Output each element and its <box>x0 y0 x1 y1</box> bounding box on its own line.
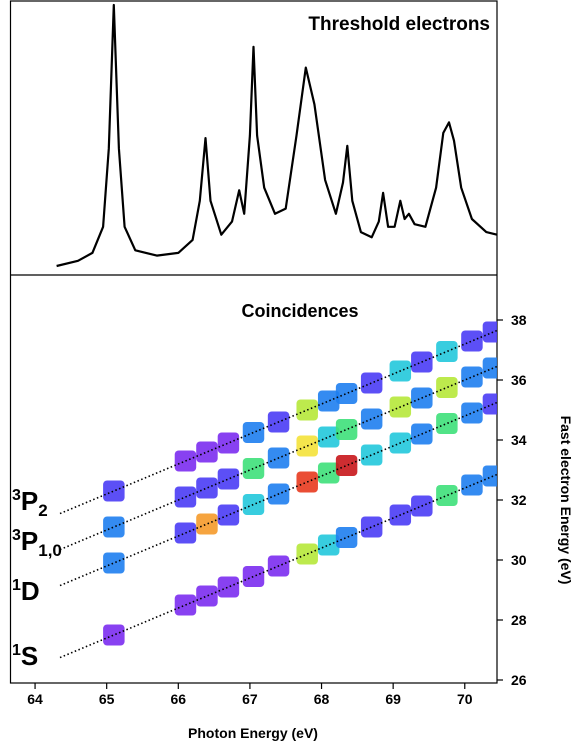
label-sup: 1 <box>12 642 21 659</box>
x-tick-label: 68 <box>314 691 330 707</box>
label-base: S <box>21 641 38 671</box>
x-axis-title: Photon Energy (eV) <box>188 725 318 741</box>
x-tick-label: 65 <box>99 691 115 707</box>
coincidence-cell <box>217 468 240 490</box>
y-tick-label: 26 <box>511 672 527 688</box>
top-title: Threshold electrons <box>308 14 490 35</box>
coincidence-cell <box>360 408 383 430</box>
coincidence-cell <box>103 624 125 646</box>
coincidence-cell <box>482 357 497 379</box>
coincidence-cell <box>482 393 497 415</box>
coincidence-cell <box>242 494 265 515</box>
coincidence-cell <box>196 477 218 499</box>
coincidence-cell <box>217 576 240 598</box>
coincidence-cell <box>317 462 340 484</box>
spectrum-line <box>56 3 498 268</box>
coincidence-cell <box>461 474 483 496</box>
coincidence-cell <box>317 426 340 448</box>
bottom-title: Coincidences <box>241 301 358 321</box>
map-area <box>59 321 497 659</box>
guide-line <box>59 401 497 587</box>
label-sub: 2 <box>38 501 47 520</box>
coincidence-cell <box>196 513 218 535</box>
label-base: D <box>21 576 40 606</box>
coincidence-cell <box>335 383 358 404</box>
coincidence-cell <box>436 485 458 506</box>
state-label: 3P1,0 <box>12 526 62 560</box>
x-tick-label: 64 <box>27 691 43 707</box>
y-tick-label: 28 <box>511 612 527 628</box>
coincidence-cell <box>103 480 125 502</box>
coincidence-cell <box>242 566 265 587</box>
coincidence-cell <box>103 516 125 538</box>
y-axis-title: Fast electron Energy (eV) <box>558 416 574 585</box>
coincidence-cell <box>436 413 458 434</box>
coincidence-cell <box>360 516 383 538</box>
coincidence-cell <box>335 419 358 440</box>
x-tick-label: 69 <box>385 691 401 707</box>
coincidence-cell <box>461 330 483 352</box>
coincidence-cell <box>461 402 483 424</box>
label-base: P <box>21 526 38 556</box>
coincidence-cell <box>242 422 265 443</box>
guide-line <box>59 365 497 551</box>
guide-line <box>59 473 497 659</box>
guide-line <box>59 329 497 515</box>
coincidence-cell <box>335 455 358 476</box>
state-label: 1S <box>12 641 38 671</box>
coincidence-cell <box>217 432 240 454</box>
label-base: P <box>21 486 38 516</box>
x-tick-label: 70 <box>457 691 473 707</box>
coincidence-cell <box>196 441 218 463</box>
state-label: 1D <box>12 576 40 606</box>
coincidence-cell <box>461 366 483 388</box>
label-sup: 1 <box>12 577 21 594</box>
y-tick-label: 34 <box>511 432 527 448</box>
coincidence-cell <box>482 321 497 343</box>
coincidence-cell <box>317 390 340 412</box>
label-sub: 1,0 <box>38 541 62 560</box>
coincidence-cell <box>217 504 240 526</box>
coincidence-cell <box>196 585 218 607</box>
coincidence-cell <box>482 465 497 487</box>
state-label: 3P2 <box>12 486 48 520</box>
y-tick-label: 32 <box>511 492 527 508</box>
label-sup: 3 <box>12 487 21 504</box>
coincidence-cell <box>360 444 383 466</box>
y-tick-label: 36 <box>511 372 527 388</box>
coincidence-cell <box>436 377 458 398</box>
x-tick-label: 66 <box>171 691 187 707</box>
coincidence-cell <box>242 458 265 479</box>
coincidence-cell <box>360 372 383 394</box>
x-tick-label: 67 <box>242 691 258 707</box>
coincidence-cell <box>317 534 340 556</box>
coincidence-cell <box>335 527 358 548</box>
y-tick-label: 38 <box>511 312 527 328</box>
y-tick-label: 30 <box>511 552 527 568</box>
label-sup: 3 <box>12 527 21 544</box>
coincidence-cell <box>436 341 458 362</box>
coincidence-cell <box>103 552 125 574</box>
